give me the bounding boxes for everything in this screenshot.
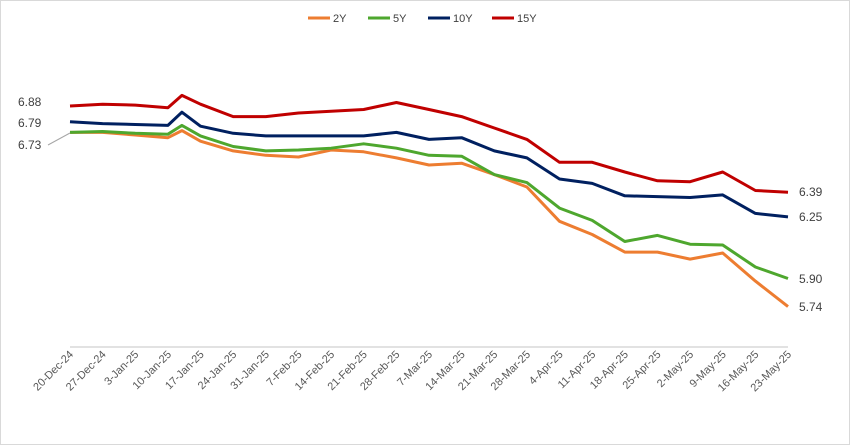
end-label-2y: 5.74 <box>799 300 823 314</box>
series-line-10y <box>69 110 789 219</box>
start-label-15y: 6.88 <box>18 95 42 109</box>
series-line-2y <box>70 129 789 308</box>
end-label-5y: 5.90 <box>799 272 823 286</box>
label-leader-line <box>47 132 71 146</box>
start-label-10y: 6.79 <box>18 116 42 130</box>
series-lines <box>69 93 789 308</box>
series-line-5y <box>69 123 789 280</box>
legend-label-15y: 15Y <box>517 13 537 25</box>
x-axis-ticks: 20-Dec-2427-Dec-243-Jan-2510-Jan-2517-Ja… <box>31 349 794 395</box>
series-line-15y <box>69 93 789 194</box>
end-label-15y: 6.39 <box>799 185 823 199</box>
legend-label-10y: 10Y <box>453 13 473 25</box>
legend-label-2y: 2Y <box>333 13 347 25</box>
start-label-2y-5y: 6.73 <box>18 138 42 152</box>
end-label-10y: 6.25 <box>799 210 823 224</box>
legend-label-5y: 5Y <box>393 13 407 25</box>
legend: 2Y 5Y 10Y 15Y <box>308 13 537 25</box>
